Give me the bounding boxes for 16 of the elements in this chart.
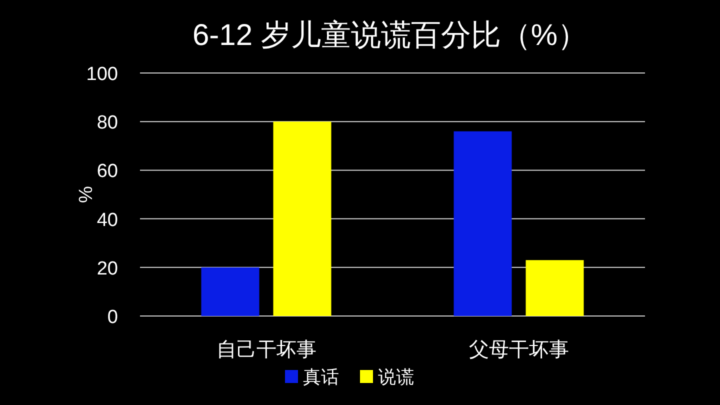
y-tick-label: 60 <box>96 161 118 182</box>
legend-label: 真话 <box>303 367 339 387</box>
y-tick-label: 20 <box>96 258 118 280</box>
y-tick-label: 40 <box>96 210 118 231</box>
legend-label: 说谎 <box>378 367 414 387</box>
y-tick-label: 100 <box>86 64 118 85</box>
x-tick-label: 父母干坏事 <box>468 339 569 361</box>
bar <box>454 131 512 316</box>
bar <box>526 260 584 316</box>
x-tick-label: 自己干坏事 <box>216 339 316 361</box>
bar <box>201 267 260 316</box>
chart-title: 6-12 岁儿童说谎百分比（%） <box>192 19 588 52</box>
bar <box>273 122 332 316</box>
y-tick-label: 0 <box>107 307 118 328</box>
y-axis-title: % <box>76 186 97 203</box>
y-tick-label: 80 <box>96 112 118 134</box>
